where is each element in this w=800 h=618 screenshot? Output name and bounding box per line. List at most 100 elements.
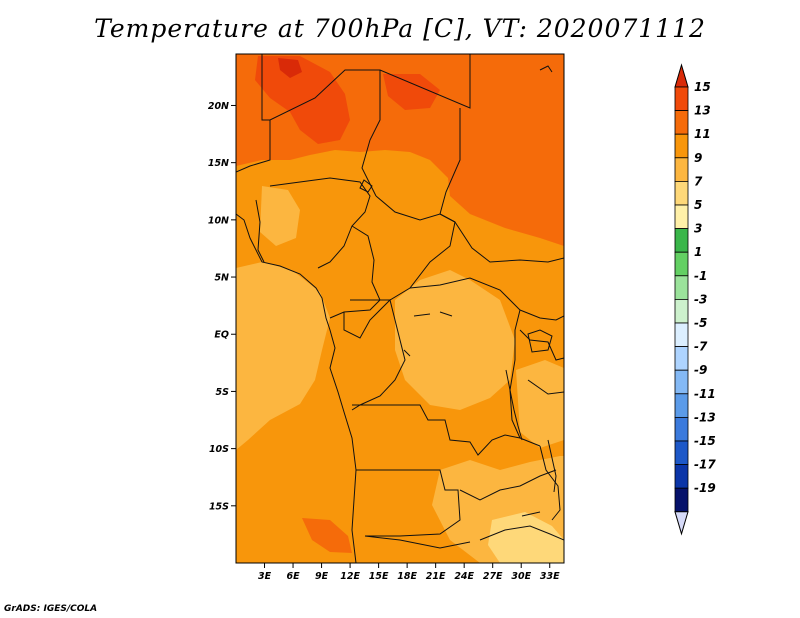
lat-tick-label: 20N <box>208 101 229 112</box>
colorbar-segment <box>674 464 689 489</box>
borders <box>236 54 564 563</box>
colorbar-label: 11 <box>694 127 711 141</box>
lon-tick-label: 12E <box>340 571 360 582</box>
colorbar-segment <box>674 346 689 371</box>
border-drc-south <box>352 404 541 456</box>
colorbar-segment <box>674 157 689 182</box>
border-zimbabwe <box>479 525 564 541</box>
chart-title: Temperature at 700hPa [C], VT: 202007111… <box>94 14 706 43</box>
contour-band-7-9-atlantic <box>236 262 330 450</box>
lake-chad <box>359 179 373 193</box>
colorbar-label: 15 <box>694 80 711 94</box>
colorbar-label: -11 <box>694 387 716 401</box>
lon-tick-label: 24E <box>454 571 474 582</box>
map-frame <box>235 53 565 564</box>
colorbar-segment <box>674 487 689 513</box>
lon-tick-label: 18E <box>397 571 417 582</box>
colorbar-segment <box>674 369 689 395</box>
colorbar-label: 5 <box>694 198 702 212</box>
colorbar-segment <box>674 298 689 324</box>
colorbar-label: -17 <box>694 458 716 472</box>
colorbar-segment <box>674 204 689 230</box>
contour-band-7-9-interior <box>395 270 515 410</box>
colorbar-segment <box>674 416 689 442</box>
border-car <box>350 195 456 301</box>
border-angola <box>356 469 461 537</box>
lon-tick-label: 6E <box>286 571 300 582</box>
colorbar-label: -9 <box>694 363 707 377</box>
colorbar-segment <box>674 133 689 159</box>
border-tanzania <box>527 379 564 395</box>
border-drc-east <box>409 277 521 439</box>
contour-band-7-9-west <box>260 186 300 246</box>
border-ghana-togo <box>255 199 265 263</box>
border-namibia <box>364 535 471 549</box>
colorbar-segment <box>674 228 689 253</box>
contour-band-7-9-east <box>516 360 564 448</box>
colorbar-segment <box>674 180 689 206</box>
colorbar-label: -1 <box>694 269 707 283</box>
colorbar-segment <box>674 322 689 348</box>
colorbar-segment <box>674 275 689 300</box>
colorbar-label: -7 <box>694 340 708 354</box>
lake-malawi <box>547 439 557 493</box>
border-mauritania-mali <box>261 54 471 121</box>
border-sudan-south <box>454 221 564 263</box>
lon-tick-label: 9E <box>315 571 329 582</box>
border-mali-niger <box>236 120 271 173</box>
lat-tick-label: 5S <box>216 387 230 398</box>
lake-victoria <box>527 329 553 353</box>
lon-tick-label: 33E <box>540 571 560 582</box>
border-congo <box>343 299 406 411</box>
colorbar-label: -3 <box>694 292 707 306</box>
border-niger-chad <box>361 70 381 197</box>
lat-tick-label: 10N <box>208 215 229 226</box>
temperature-field <box>236 54 564 563</box>
colorbar-label: 13 <box>694 104 711 118</box>
colorbar-label: 1 <box>694 245 702 259</box>
colorbar-label: 9 <box>694 151 702 165</box>
lon-tick-label: 15E <box>369 571 389 582</box>
colorbar-label: -5 <box>694 316 707 330</box>
lon-tick-label: 27E <box>483 571 503 582</box>
colorbar-label: -13 <box>694 410 716 424</box>
lat-tick-label: 15S <box>209 501 229 512</box>
lon-tick-label: 30E <box>511 571 531 582</box>
nile-lakes <box>539 65 553 73</box>
border-great-lakes <box>519 329 564 361</box>
colorbar-segment <box>674 110 689 135</box>
credit-label: GrADS: IGES/COLA <box>4 604 98 614</box>
border-cameroon <box>329 225 381 319</box>
lat-tick-label: 15N <box>208 158 229 169</box>
longitude-axis: 3E 6E 9E 12E 15E 18E 21E 24E 27E 30E 33E <box>258 563 560 582</box>
contour-band-13-15-west <box>255 56 350 144</box>
lat-tick-label: EQ <box>214 330 229 341</box>
border-east-africa <box>519 309 564 321</box>
contour-band-13-15-core <box>278 58 302 78</box>
colorbar-bottom-arrow <box>674 511 689 536</box>
lat-tick-label: 5N <box>214 273 229 284</box>
lon-tick-label: 3E <box>258 571 272 582</box>
border-nigeria <box>269 177 371 269</box>
lon-tick-label: 21E <box>426 571 446 582</box>
contour-band-5-7 <box>488 512 564 563</box>
colorbar: 15 13 11 9 7 5 3 1 -1 -3 -5 -7 -9 -11 -13 -15 -17 -19 <box>674 63 716 536</box>
colorbar-segment <box>674 86 689 112</box>
colorbar-label: -15 <box>694 434 716 448</box>
colorbar-segment <box>674 393 689 418</box>
colorbar-top-arrow <box>674 63 689 88</box>
colorbar-label: 3 <box>694 222 702 236</box>
contour-band-13-15-north <box>383 74 440 110</box>
lake-tanganyika <box>505 369 523 441</box>
colorbar-segment <box>674 440 689 466</box>
border-zambia <box>459 469 557 501</box>
colorbar-segment <box>674 251 689 277</box>
latitude-axis: 20N 15N 10N 5N EQ 5S 10S 15S <box>208 101 236 512</box>
border-malawi <box>539 445 561 521</box>
lat-tick-label: 10S <box>209 444 229 455</box>
lake-kariba <box>521 511 541 517</box>
congo-river-lakes <box>403 311 453 357</box>
contour-band-13-15-south <box>302 518 352 553</box>
colorbar-label: 7 <box>694 174 703 188</box>
